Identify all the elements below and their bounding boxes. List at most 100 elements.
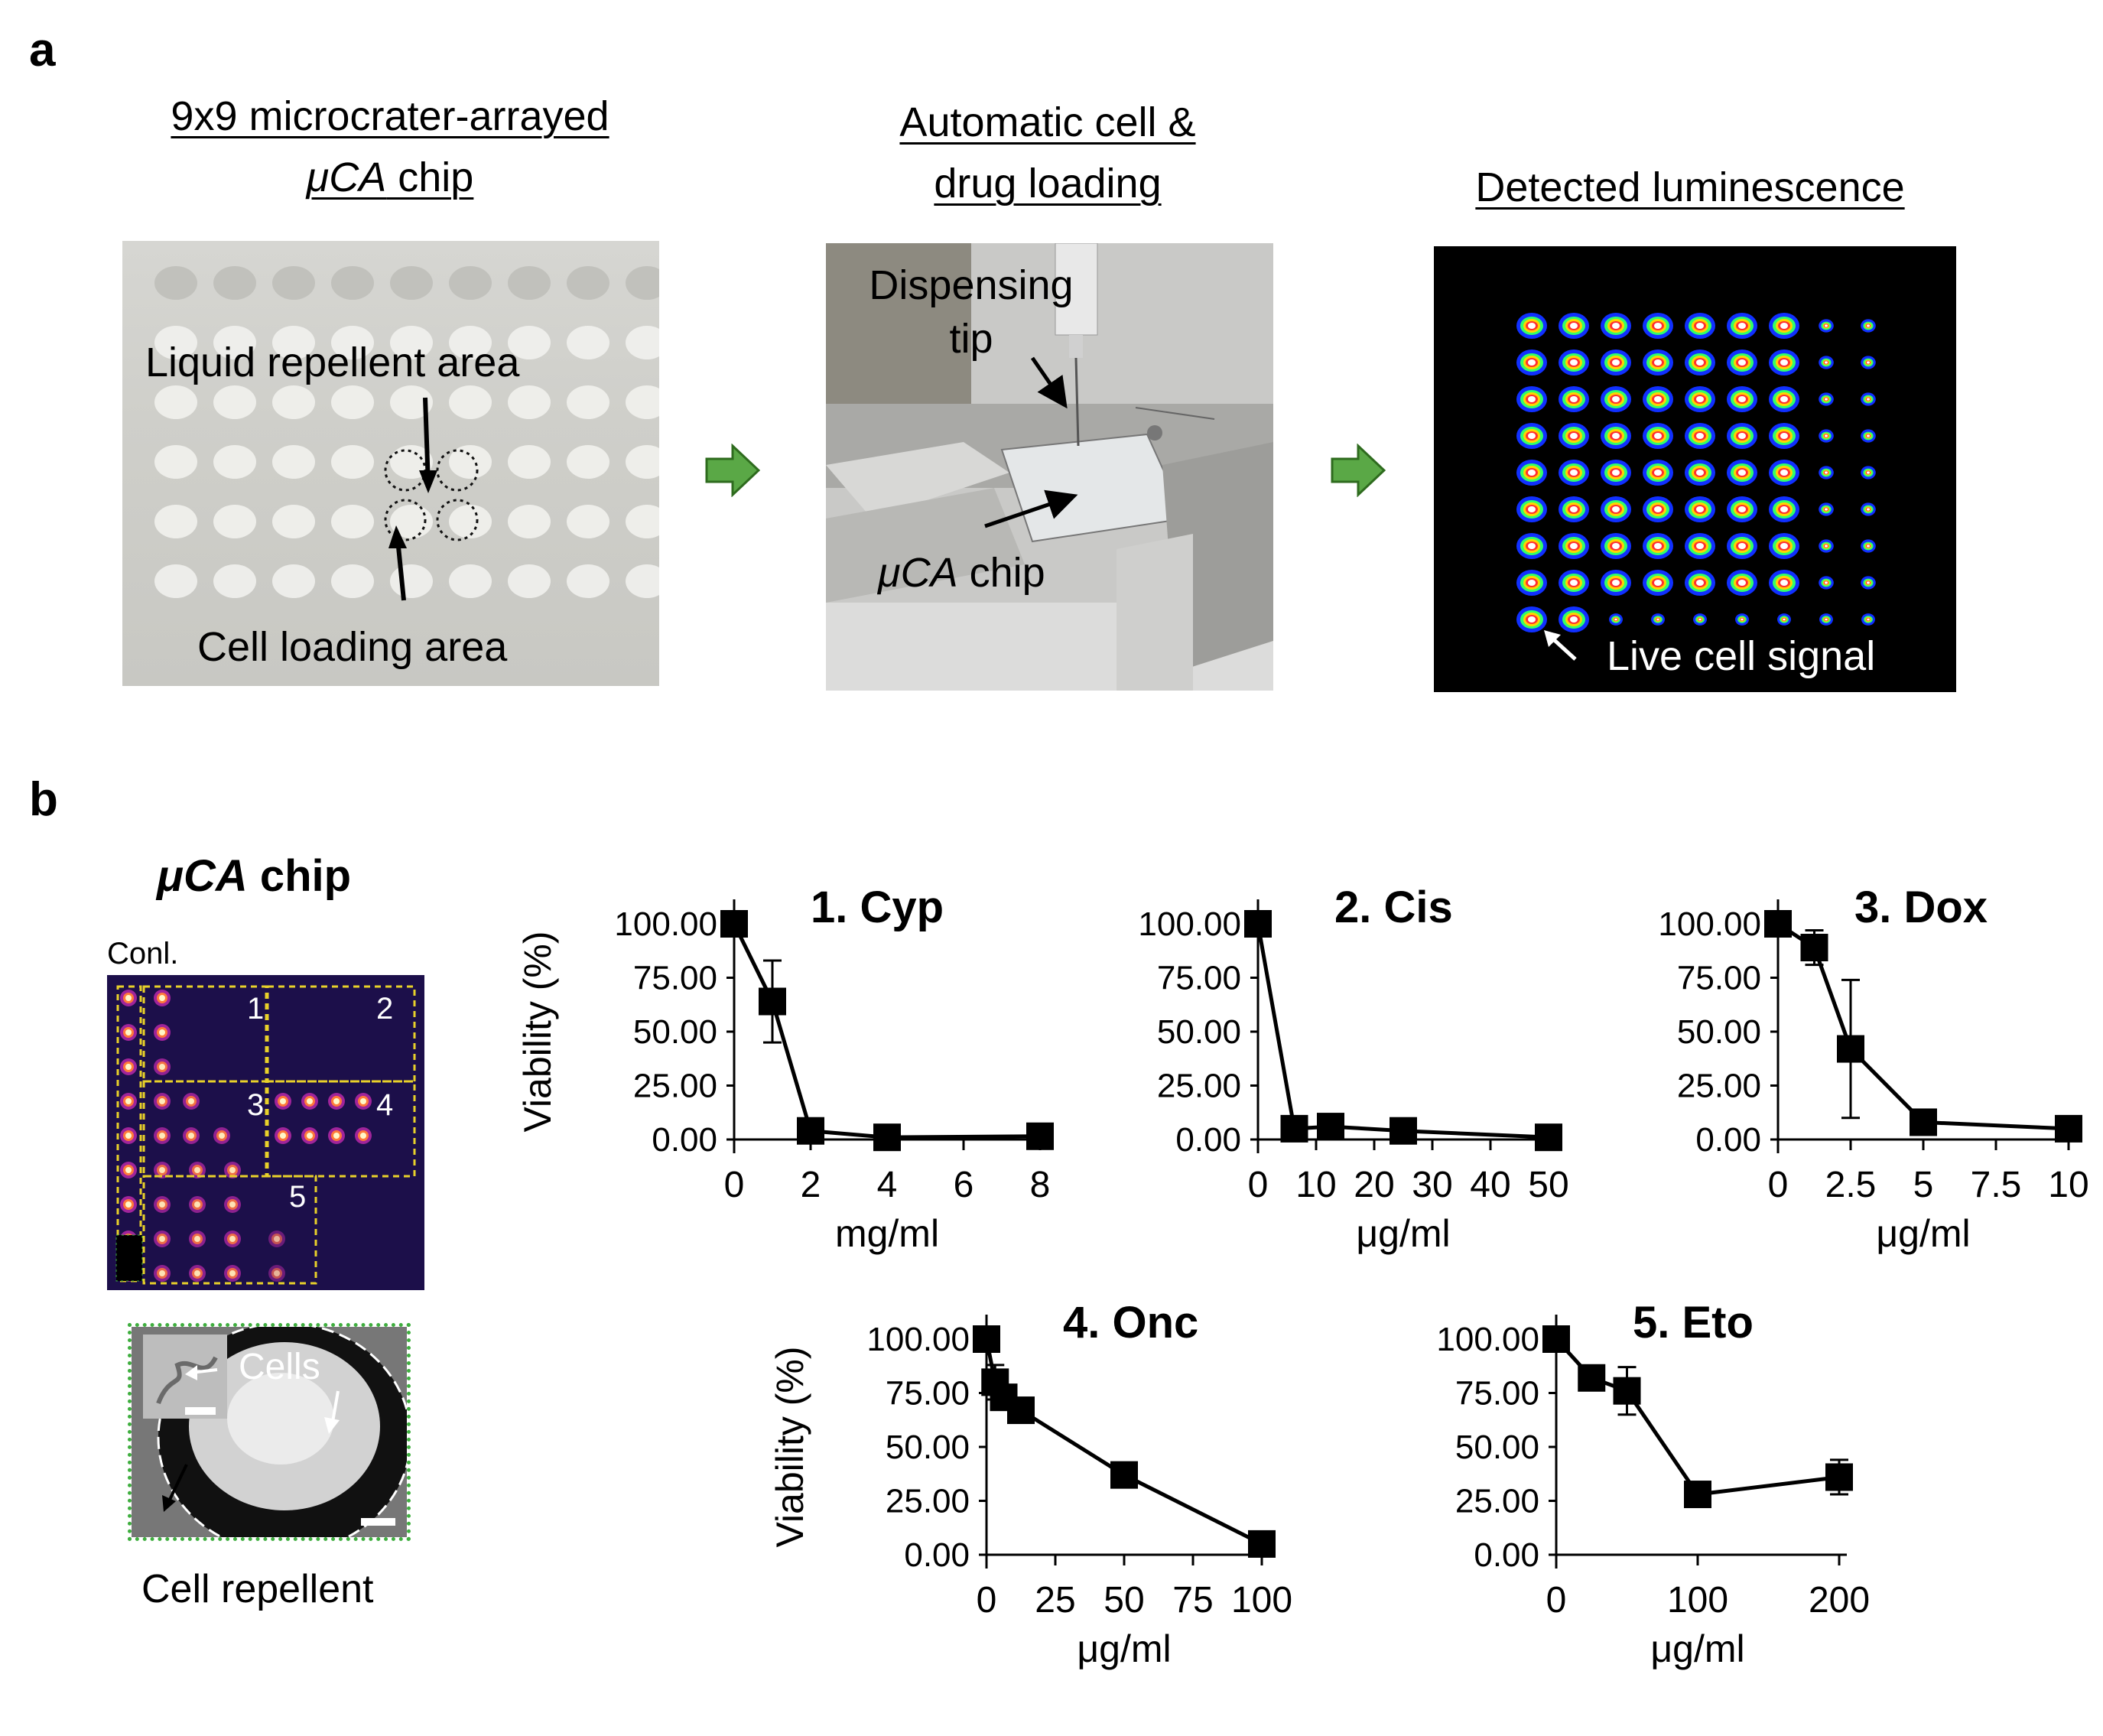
luminescence-spot <box>1601 313 1631 339</box>
step2-title-line1: Automatic cell & <box>899 99 1196 145</box>
luminescence-spot <box>1601 570 1631 596</box>
heatmap-spot <box>183 1093 200 1110</box>
heatmap-spot <box>328 1127 345 1144</box>
luminescence-spot <box>1559 570 1589 596</box>
chip-well <box>272 326 315 359</box>
x-tick-label: 50 <box>1528 1165 1568 1205</box>
heatmap-spot <box>154 1024 171 1041</box>
chart-title: 2. Cis <box>1334 883 1453 932</box>
luminescence-spot <box>1559 496 1589 522</box>
luminescence-spot <box>1516 423 1547 449</box>
liquid-repellent-label: Liquid repellent area <box>145 340 520 385</box>
luminescence-spot <box>1727 423 1757 449</box>
region-label-3: 3 <box>247 1088 265 1122</box>
chip-well <box>272 385 315 419</box>
heatmap-spot <box>268 1230 285 1247</box>
cell-repellent-label: Cell repellent <box>141 1567 374 1611</box>
luminescence-spot <box>1601 386 1631 412</box>
chip-well <box>331 564 374 598</box>
x-axis-label: μg/ml <box>1077 1627 1171 1670</box>
luminescence-spot <box>1861 466 1876 480</box>
data-point <box>759 987 786 1016</box>
luminescence-spot <box>1685 533 1715 559</box>
heatmap-spot <box>120 1024 137 1041</box>
chip-photo: Liquid repellent area Cell loading area <box>122 241 659 686</box>
luminescence-spot <box>1727 460 1757 486</box>
chip-well <box>154 385 197 419</box>
luminescence-spot <box>1559 460 1589 486</box>
x-tick-label: 75 <box>1172 1580 1213 1621</box>
luminescence-spot <box>1735 613 1749 626</box>
y-tick-label: 75.00 <box>633 960 717 997</box>
control-box <box>116 985 142 1282</box>
microcrater-illustration <box>132 1327 407 1537</box>
heatmap-spot <box>275 1127 291 1144</box>
luminescence-spot <box>1727 349 1757 375</box>
dispenser-photo: Dispensing tip μCA chip <box>826 243 1273 691</box>
luminescence-image: Live cell signal <box>1434 246 1956 692</box>
x-tick-label: 200 <box>1809 1580 1870 1621</box>
x-axis-label: μg/ml <box>1650 1627 1744 1670</box>
y-tick-label: 0.00 <box>1695 1121 1761 1159</box>
chip-well <box>331 266 374 300</box>
luminescence-spot <box>1727 313 1757 339</box>
x-tick-label: 100 <box>1667 1580 1728 1621</box>
region-box-4 <box>266 1080 416 1178</box>
inset-marker-box <box>115 1234 143 1282</box>
y-tick-label: 50.00 <box>633 1013 717 1051</box>
luminescence-spot <box>1777 613 1791 626</box>
chip-well <box>626 385 659 419</box>
y-tick-label: 0.00 <box>1175 1121 1241 1159</box>
chart-cis: 0.00 25.00 50.00 75.00 100.00 0 10 20 30 40 50 2. C… <box>1138 883 1568 1255</box>
luminescence-spot <box>1643 386 1673 412</box>
luminescence-spot <box>1601 533 1631 559</box>
luminescence-spot <box>1516 606 1547 632</box>
chip-well <box>213 385 256 419</box>
x-tick-label: 0 <box>1546 1580 1567 1621</box>
step2-title-line2: drug loading <box>934 161 1162 206</box>
luminescence-spot <box>1861 429 1876 443</box>
x-tick-label: 4 <box>877 1165 898 1205</box>
heatmap-spot <box>154 1127 171 1144</box>
chip-well <box>213 266 256 300</box>
luminescence-spot <box>1819 429 1834 443</box>
luminescence-spot <box>1861 319 1876 333</box>
microcrater-micrograph: Cells <box>128 1323 411 1541</box>
data-point <box>1535 1123 1562 1152</box>
luminescence-spot <box>1559 349 1589 375</box>
luminescence-spot <box>1819 539 1834 553</box>
heatmap-spot <box>224 1230 241 1247</box>
heatmap-spot <box>275 1093 291 1110</box>
luminescence-spot <box>1559 533 1589 559</box>
chip-well <box>567 326 609 359</box>
luminescence-spot <box>1643 313 1673 339</box>
luminescence-spot <box>1685 386 1715 412</box>
y-tick-label: 25.00 <box>633 1068 717 1105</box>
luminescence-spot <box>1769 570 1799 596</box>
chip-well <box>331 505 374 538</box>
x-axis-label: μg/ml <box>1356 1212 1450 1255</box>
data-point <box>2055 1114 2082 1143</box>
chip-well <box>154 564 197 598</box>
cells-label: Cells <box>239 1347 320 1387</box>
luminescence-spot <box>1516 496 1547 522</box>
dispensing-tip-label: Dispensing tip <box>834 258 1109 366</box>
y-tick-label: 0.00 <box>904 1536 970 1574</box>
luminescence-spot <box>1819 576 1834 590</box>
chip-well <box>449 564 492 598</box>
pointer-arrow-head <box>419 470 437 493</box>
luminescence-spot <box>1643 496 1673 522</box>
data-point <box>797 1117 824 1145</box>
y-tick-label: 100.00 <box>1436 1321 1539 1358</box>
chip-well <box>508 266 551 300</box>
data-point <box>1910 1108 1937 1136</box>
x-axis-label: mg/ml <box>835 1212 939 1255</box>
panel-b-letter: b <box>29 773 58 826</box>
arrow-right-icon <box>705 444 760 497</box>
y-axis-label: Viability (%) <box>516 931 559 1132</box>
chip-well <box>213 505 256 538</box>
dotted-circle <box>436 499 479 541</box>
chip-well <box>449 385 492 419</box>
live-signal-arrow-icon <box>1544 630 1577 661</box>
luminescence-spot <box>1769 349 1799 375</box>
